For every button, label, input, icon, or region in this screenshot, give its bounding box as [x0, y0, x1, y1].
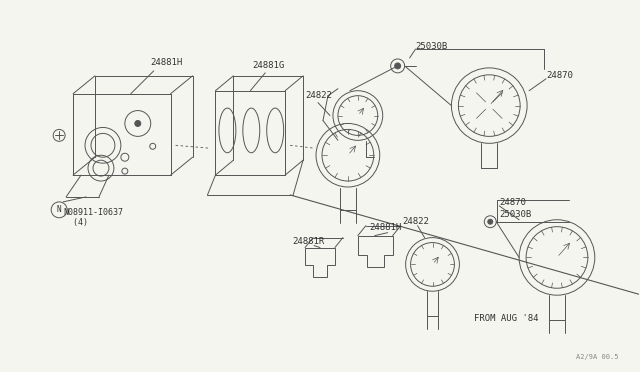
Text: A2/9A 00.5: A2/9A 00.5 [576, 354, 618, 360]
Text: 24881G: 24881G [252, 61, 285, 70]
Circle shape [488, 219, 493, 224]
Text: 24881H: 24881H [151, 58, 183, 67]
Text: 24822: 24822 [403, 217, 429, 226]
Circle shape [135, 121, 141, 126]
Circle shape [395, 63, 401, 69]
Text: 24870: 24870 [546, 71, 573, 80]
Text: 25030B: 25030B [415, 42, 448, 51]
Text: 24881R: 24881R [292, 237, 324, 246]
Text: N08911-I0637
  (4): N08911-I0637 (4) [63, 208, 123, 227]
Text: FROM AUG '84: FROM AUG '84 [474, 314, 539, 324]
Text: 25030B: 25030B [499, 210, 531, 219]
Text: 24870: 24870 [499, 198, 526, 207]
Text: 24881H: 24881H [370, 223, 402, 232]
Text: N: N [57, 205, 61, 214]
Text: 24822: 24822 [305, 91, 332, 100]
